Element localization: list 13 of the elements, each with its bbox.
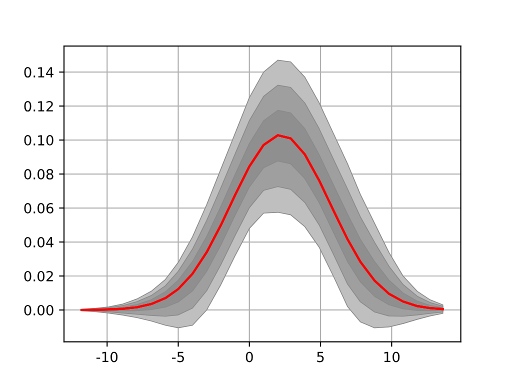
y-tick-label: 0.12 [24,101,53,112]
y-tick-label: 0.08 [24,169,54,180]
x-tick-label: 10 [384,352,400,362]
x-tick-label: -10 [96,352,118,362]
y-tick-label: 0.10 [24,135,54,146]
y-tick-label: 0.04 [24,236,54,248]
y-tick-label: 0.06 [24,202,54,214]
x-tick-label: -5 [172,352,184,362]
y-tick-label: 0.14 [24,67,54,78]
x-tick-label: 5 [317,352,324,362]
x-tick-label: 0 [246,352,253,362]
y-tick-label: 0.02 [24,270,53,282]
y-tick-label: 0.00 [24,304,54,316]
